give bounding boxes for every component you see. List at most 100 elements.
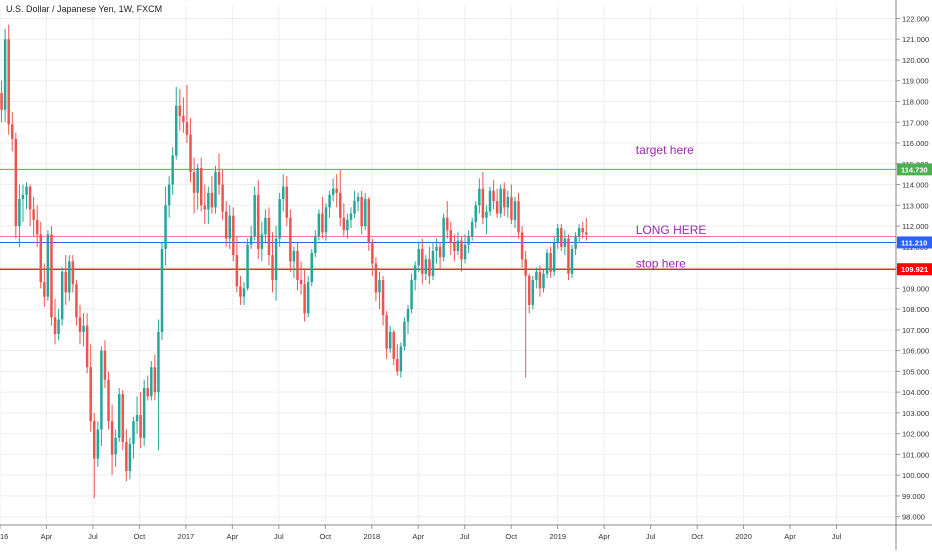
candle xyxy=(385,311,388,359)
y-tick-label: 106.000 xyxy=(902,347,929,356)
candle-body xyxy=(60,271,64,320)
candle xyxy=(14,132,18,239)
y-tick-label: 112.000 xyxy=(902,222,929,231)
candle xyxy=(367,196,371,251)
candle xyxy=(520,226,524,268)
candle-body xyxy=(175,105,178,156)
candle-body xyxy=(435,246,438,251)
candle xyxy=(356,192,360,212)
candle xyxy=(306,275,310,318)
candle xyxy=(424,255,428,281)
candle-body xyxy=(103,350,107,380)
candle xyxy=(449,221,453,256)
candle xyxy=(463,234,467,264)
y-tick-label: 107.000 xyxy=(902,326,929,335)
candle-body xyxy=(78,317,82,332)
candle xyxy=(60,267,64,326)
candle xyxy=(310,248,313,287)
candle-body xyxy=(392,331,395,359)
candle-body xyxy=(513,201,517,220)
candle xyxy=(435,238,438,264)
candle-body xyxy=(463,244,467,260)
annotation-text: target here xyxy=(636,143,694,157)
candle-body xyxy=(488,190,492,212)
candle-body xyxy=(356,196,360,202)
candle xyxy=(535,267,538,289)
candle xyxy=(75,280,78,326)
candle xyxy=(214,165,217,214)
candle xyxy=(467,230,470,254)
candle-body xyxy=(363,199,367,227)
price-label: 109.921 xyxy=(901,265,928,274)
candle xyxy=(142,379,146,447)
candle xyxy=(574,232,577,256)
candle xyxy=(110,404,114,476)
y-tick-label: 122.000 xyxy=(902,14,929,23)
candle-body xyxy=(520,232,524,260)
candle-body xyxy=(396,358,399,372)
candle-body xyxy=(410,280,413,310)
candle xyxy=(271,232,274,293)
candle-body xyxy=(374,263,378,293)
price-label-box xyxy=(897,236,932,249)
candle-body xyxy=(232,215,235,256)
candle xyxy=(217,153,221,195)
candle-body xyxy=(221,184,224,212)
candle-body xyxy=(581,228,584,233)
candle xyxy=(260,221,264,262)
candles-layer xyxy=(0,24,588,499)
candle xyxy=(360,190,363,235)
candle xyxy=(363,192,367,231)
candle-body xyxy=(196,167,199,193)
candle-body xyxy=(467,236,470,245)
candle-body xyxy=(203,205,207,210)
candle-body xyxy=(235,255,239,287)
candle xyxy=(328,190,331,218)
candle xyxy=(289,209,292,272)
candle-body xyxy=(353,201,356,214)
candle-body xyxy=(527,275,531,305)
candle xyxy=(292,246,296,278)
candle-body xyxy=(18,199,21,227)
candle-body xyxy=(121,394,125,442)
candle-body xyxy=(57,319,60,335)
candle-body xyxy=(542,273,545,289)
candle xyxy=(410,273,413,314)
x-tick-label: Apr xyxy=(598,532,610,541)
candle xyxy=(353,190,356,218)
candle-body xyxy=(142,387,146,438)
candle-body xyxy=(46,234,50,297)
price-lines-layer xyxy=(0,168,896,270)
candle xyxy=(542,269,545,293)
candle-body xyxy=(82,325,85,332)
candle xyxy=(560,223,563,251)
candle-body xyxy=(306,282,310,314)
candle-body xyxy=(257,194,260,249)
candle xyxy=(107,371,110,430)
candle xyxy=(413,261,417,291)
candle xyxy=(135,396,139,434)
candle xyxy=(103,340,107,388)
candle xyxy=(570,244,574,278)
candle xyxy=(371,238,374,276)
candle xyxy=(299,261,303,295)
candle-body xyxy=(25,186,28,195)
candle xyxy=(445,201,449,239)
candle-body xyxy=(210,192,214,208)
candle xyxy=(342,203,346,237)
candle xyxy=(374,257,378,301)
candle-body xyxy=(150,367,153,397)
candle-body xyxy=(567,238,570,274)
candle xyxy=(164,186,167,266)
price-label: 111.210 xyxy=(901,238,927,247)
candle-body xyxy=(499,188,502,214)
candle xyxy=(567,234,570,281)
candle xyxy=(538,265,542,297)
candle xyxy=(3,28,7,123)
candle xyxy=(388,325,392,353)
candle-body xyxy=(517,201,520,233)
candle-body xyxy=(35,219,39,235)
candle xyxy=(228,205,231,249)
